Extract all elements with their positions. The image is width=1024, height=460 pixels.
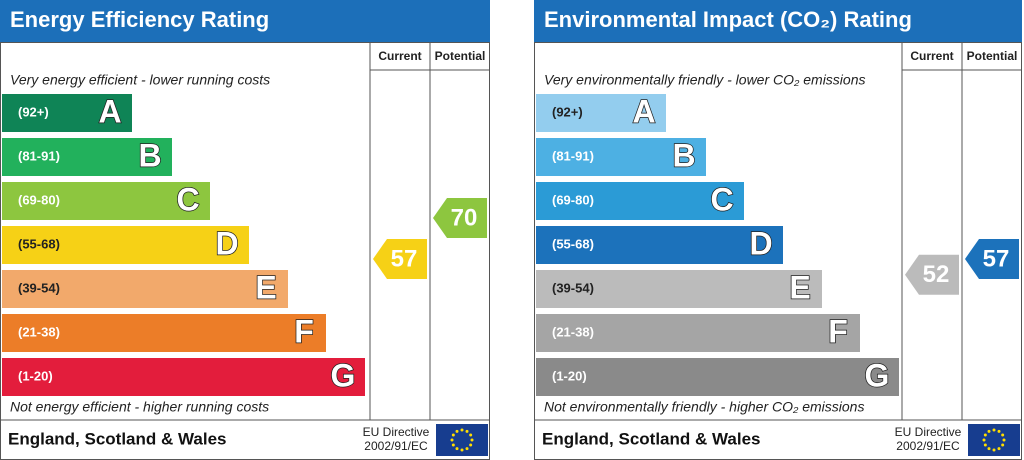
eu-star	[455, 429, 459, 433]
rating-value: 57	[391, 245, 418, 272]
band-range: (55-68)	[552, 236, 594, 251]
band-range: (92+)	[18, 104, 49, 119]
band-range: (39-54)	[18, 280, 60, 295]
eu-star	[465, 447, 469, 451]
rating-arrow	[373, 238, 427, 279]
rating-value: 70	[451, 204, 478, 231]
eu-star	[992, 428, 996, 432]
panel-header	[0, 0, 490, 42]
panel-title: Environmental Impact (CO₂) Rating	[544, 7, 912, 32]
eu-star	[455, 447, 459, 451]
band-letter: G	[331, 357, 356, 393]
band-range: (1-20)	[18, 368, 53, 383]
rating-band	[2, 94, 132, 132]
current-header: Current	[378, 49, 421, 63]
band-letter: F	[294, 313, 314, 349]
band-range: (39-54)	[552, 280, 594, 295]
eu-star	[450, 438, 454, 442]
rating-band	[536, 270, 822, 308]
potential-header: Potential	[435, 49, 486, 63]
band-letter: C	[176, 181, 199, 217]
eu-star	[469, 443, 473, 447]
eu-star	[460, 428, 464, 432]
band-letter: G	[865, 357, 890, 393]
top-note: Very environmentally friendly - lower CO…	[544, 72, 865, 88]
band-letter: A	[632, 93, 655, 129]
band-range: (69-80)	[552, 192, 594, 207]
rating-band	[2, 226, 249, 264]
bottom-note: Not environmentally friendly - higher CO…	[544, 399, 864, 415]
rating-band	[2, 358, 365, 396]
panel-header	[534, 0, 1022, 42]
bottom-note: Not energy efficient - higher running co…	[10, 399, 269, 415]
band-letter: E	[255, 269, 276, 305]
eu-directive: EU Directive	[895, 425, 962, 439]
rating-arrow	[433, 198, 487, 238]
eu-star	[987, 447, 991, 451]
eu-star	[1001, 433, 1005, 437]
eu-star	[451, 443, 455, 447]
top-note: Very energy efficient - lower running co…	[10, 72, 270, 88]
rating-arrow	[965, 238, 1019, 279]
band-range: (81-91)	[552, 148, 594, 163]
rating-band	[536, 358, 899, 396]
eu-star	[987, 429, 991, 433]
rating-band	[536, 314, 860, 352]
rating-value: 57	[983, 245, 1010, 272]
rating-band	[2, 270, 288, 308]
band-range: (55-68)	[18, 236, 60, 251]
rating-band	[2, 182, 210, 220]
eu-star	[460, 448, 464, 452]
eu-star	[983, 433, 987, 437]
eu-star	[983, 443, 987, 447]
eu-star	[1002, 438, 1006, 442]
rating-band	[2, 138, 172, 176]
eu-directive: 2002/91/EC	[896, 439, 960, 453]
eu-star	[1001, 443, 1005, 447]
band-letter: B	[138, 137, 161, 173]
rating-panel: Environmental Impact (CO₂) Rating Current…	[534, 0, 1022, 460]
band-range: (81-91)	[18, 148, 60, 163]
eu-star	[465, 429, 469, 433]
rating-value: 52	[923, 261, 950, 288]
panel-title: Energy Efficiency Rating	[10, 7, 269, 32]
rating-panel: Energy Efficiency Rating Current Potential…	[0, 0, 490, 460]
current-header: Current	[910, 49, 953, 63]
footer-region: England, Scotland & Wales	[8, 429, 227, 448]
rating-band	[2, 314, 326, 352]
band-letter: B	[672, 137, 695, 173]
band-range: (21-38)	[552, 324, 594, 339]
eu-star	[997, 429, 1001, 433]
rating-band	[536, 94, 666, 132]
eu-star	[469, 433, 473, 437]
rating-band	[536, 182, 744, 220]
eu-star	[992, 448, 996, 452]
band-letter: D	[749, 225, 772, 261]
band-range: (92+)	[552, 104, 583, 119]
potential-header: Potential	[967, 49, 1018, 63]
eu-star	[451, 433, 455, 437]
band-range: (69-80)	[18, 192, 60, 207]
band-letter: F	[828, 313, 848, 349]
eu-star	[997, 447, 1001, 451]
eu-directive: EU Directive	[363, 425, 430, 439]
rating-arrow	[905, 254, 959, 295]
rating-band	[536, 138, 706, 176]
band-range: (1-20)	[552, 368, 587, 383]
band-letter: E	[789, 269, 810, 305]
band-letter: C	[710, 181, 733, 217]
band-letter: A	[98, 93, 121, 129]
band-range: (21-38)	[18, 324, 60, 339]
eu-star	[982, 438, 986, 442]
footer-region: England, Scotland & Wales	[542, 429, 761, 448]
rating-band	[536, 226, 783, 264]
band-letter: D	[215, 225, 238, 261]
eu-directive: 2002/91/EC	[364, 439, 428, 453]
eu-star	[470, 438, 474, 442]
